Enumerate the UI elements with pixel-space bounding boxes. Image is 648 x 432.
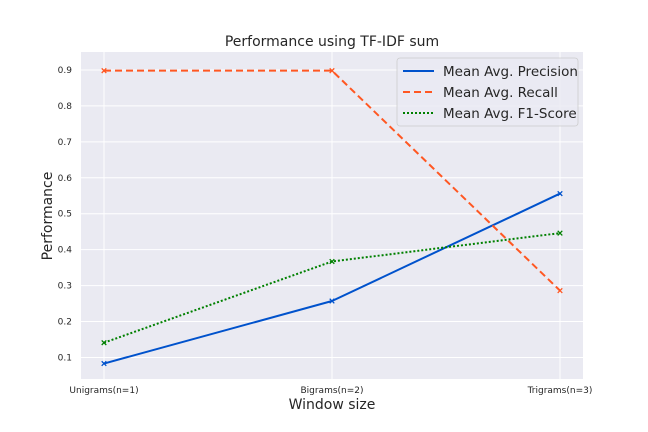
data-point-marker bbox=[329, 258, 335, 265]
legend-box bbox=[396, 57, 579, 127]
data-point-marker bbox=[101, 339, 107, 346]
data-point-marker bbox=[557, 190, 563, 197]
y-tick-label: 0.3 bbox=[58, 282, 72, 292]
y-tick-label: 0.5 bbox=[58, 210, 72, 220]
data-point-marker bbox=[101, 360, 107, 367]
chart-title: Performance using TF-IDF sum bbox=[225, 34, 439, 50]
x-tick-label: Bigrams(n=2) bbox=[300, 386, 363, 396]
x-tick-label: Trigrams(n=3) bbox=[527, 386, 593, 396]
data-point-marker bbox=[557, 230, 563, 236]
legend-label: Mean Avg. Recall bbox=[443, 85, 558, 101]
data-point-marker bbox=[101, 67, 107, 74]
series-layer bbox=[101, 67, 563, 367]
tick-labels: 0.1 0.2 0.3 0.4 0.5 0.6 0.7 0.8 0.9 Unigrams(n=1)… bbox=[58, 66, 593, 396]
legend-label: Mean Avg. Precision bbox=[443, 64, 578, 80]
y-tick-label: 0.1 bbox=[58, 353, 72, 363]
y-tick-label: 0.9 bbox=[58, 66, 73, 76]
legend: Mean Avg. Precision Mean Avg. Recall Mean … bbox=[396, 57, 579, 127]
y-tick-label: 0.4 bbox=[58, 246, 73, 256]
y-tick-label: 0.6 bbox=[58, 174, 73, 184]
legend-label: Mean Avg. F1-Score bbox=[443, 106, 577, 122]
y-tick-label: 0.8 bbox=[58, 102, 73, 112]
series-line-3 bbox=[103, 232, 561, 344]
x-tick-label: Unigrams(n=1) bbox=[69, 386, 138, 396]
y-tick-label: 0.2 bbox=[58, 318, 72, 328]
data-point-marker bbox=[329, 67, 335, 74]
y-tick-label: 0.7 bbox=[58, 138, 72, 148]
data-point-marker bbox=[557, 287, 563, 294]
data-point-marker bbox=[329, 298, 335, 304]
y-axis-label: Performance bbox=[40, 172, 56, 261]
x-axis-label: Window size bbox=[289, 397, 376, 413]
